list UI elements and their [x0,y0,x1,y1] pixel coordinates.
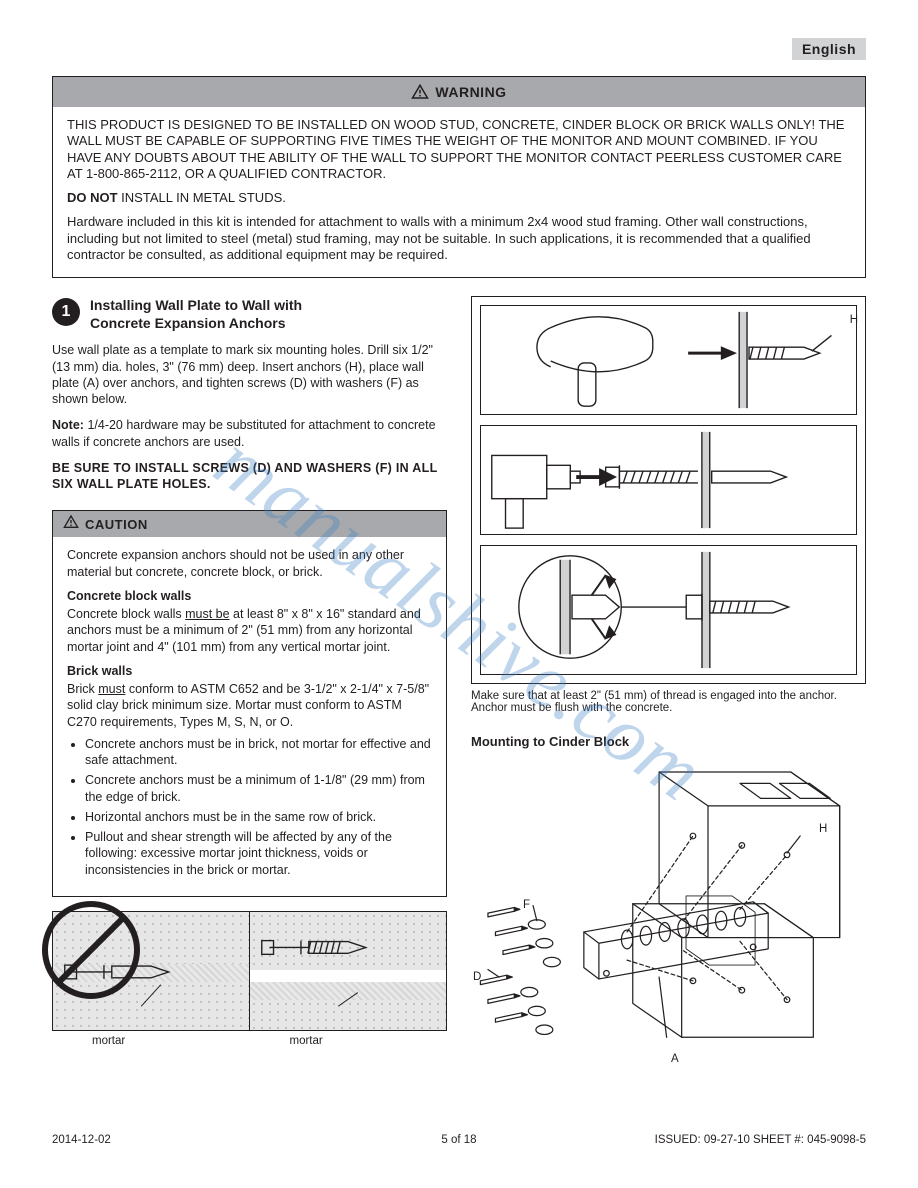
two-column-region: 1 Installing Wall Plate to Wall with Con… [52,296,866,1075]
prohibit-icon [41,900,141,1000]
cinder-block-figure: F D A H [471,755,866,1075]
caution-bullet-4: Pullout and shear strength will be affec… [85,829,432,878]
mortar-caption-left: mortar [52,1035,250,1047]
mortar-caption-right: mortar [250,1035,448,1047]
step-para-1: Use wall plate as a template to mark six… [52,342,447,407]
page-footer: 2014-12-02 5 of 18 ISSUED: 09-27-10 SHEE… [52,1134,866,1146]
caution-body: Concrete expansion anchors should not be… [53,537,446,896]
caution-head-1: Concrete block walls [67,588,432,604]
mortar-left-panel [53,912,250,1030]
step-title-line-2: Concrete Expansion Anchors [90,314,302,332]
left-column: 1 Installing Wall Plate to Wall with Con… [52,296,447,1075]
warning-line-2: DO NOT INSTALL IN METAL STUDS. [67,190,851,206]
warning-header: WARNING [53,77,865,107]
step-body: Use wall plate as a template to mark six… [52,342,447,492]
anchor-tip-text: Make sure that at least 2" (51 mm) of th… [471,690,866,714]
footer-page-number: 5 of 18 [441,1134,476,1146]
callout-D: D [473,971,481,985]
callout-F: F [523,899,530,913]
callout-H-1: H [850,314,858,328]
step-heading: 1 Installing Wall Plate to Wall with Con… [52,296,447,332]
right-column: H [471,296,866,1075]
mortar-captions: mortar mortar [52,1035,447,1047]
anchor-panel-2 [480,425,857,535]
caution-bullet-3: Horizontal anchors must be in the same r… [85,809,432,825]
warning-body: THIS PRODUCT IS DESIGNED TO BE INSTALLED… [53,107,865,277]
warning-triangle-icon [411,83,429,101]
footer-date: 2014-12-02 [52,1134,111,1146]
mortar-figure [52,911,447,1031]
step-heavy-note: BE SURE TO INSTALL SCREWS (D) AND WASHER… [52,460,447,493]
page-root: English WARNING THIS PRODUCT IS DESIGNED… [0,0,918,1188]
language-tab: English [792,38,866,60]
caution-box: CAUTION Concrete expansion anchors shoul… [52,510,447,897]
anchor-panel-1: H [480,305,857,415]
callout-H-2: H [819,823,827,837]
caution-p2: Concrete block walls must be at least 8"… [67,606,432,655]
cinder-block-heading: Mounting to Cinder Block [471,734,866,749]
step-para-2: Note: 1/4-20 hardware may be substituted… [52,417,447,450]
step-number-badge: 1 [52,298,80,326]
caution-header: CAUTION [53,511,446,537]
mortar-right-panel [250,912,446,1030]
warning-line-1: THIS PRODUCT IS DESIGNED TO BE INSTALLED… [67,117,851,182]
caution-triangle-icon [63,514,79,535]
callout-A: A [671,1053,679,1067]
step-title-line-1: Installing Wall Plate to Wall with [90,296,302,314]
anchor-panel-3 [480,545,857,675]
anchor-sequence-figure: H [471,296,866,684]
warning-box: WARNING THIS PRODUCT IS DESIGNED TO BE I… [52,76,866,278]
caution-p3: Brick must conform to ASTM C652 and be 3… [67,681,432,730]
caution-label: CAUTION [85,517,148,532]
caution-head-2: Brick walls [67,663,432,679]
caution-bullet-2: Concrete anchors must be a minimum of 1-… [85,772,432,805]
footer-sheet: ISSUED: 09-27-10 SHEET #: 045-9098-5 [655,1134,866,1146]
caution-p1: Concrete expansion anchors should not be… [67,547,432,580]
caution-bullet-list: Concrete anchors must be in brick, not m… [85,736,432,878]
warning-line-3: Hardware included in this kit is intende… [67,214,851,263]
caution-bullet-1: Concrete anchors must be in brick, not m… [85,736,432,769]
warning-label: WARNING [435,84,506,100]
